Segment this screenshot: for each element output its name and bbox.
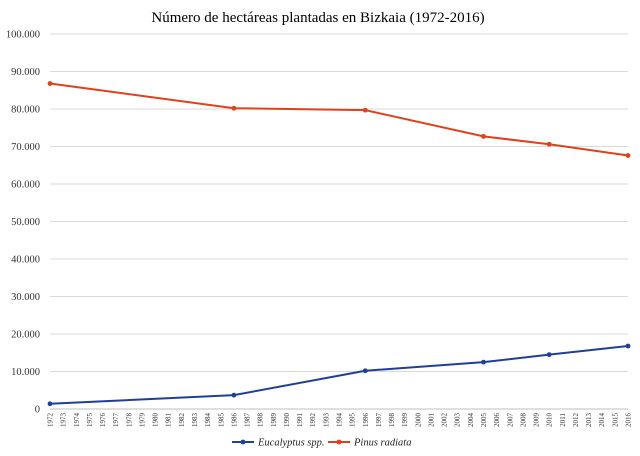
x-tick-label: 1989 — [270, 413, 278, 428]
x-tick-label: 2007 — [506, 413, 514, 428]
x-tick-label: 2008 — [519, 413, 527, 428]
y-tick-label: 0 — [35, 405, 40, 416]
x-tick-label: 1977 — [112, 413, 120, 428]
data-point — [481, 359, 486, 365]
legend-marker — [240, 439, 246, 445]
x-tick-label: 1978 — [125, 413, 133, 428]
series-line-pinus — [49, 82, 629, 157]
data-point — [47, 401, 53, 407]
data-point — [231, 105, 237, 111]
x-tick-label: 1993 — [322, 413, 330, 428]
series-lines — [47, 81, 631, 407]
x-tick-label: 1999 — [401, 413, 409, 428]
y-tick-label: 50.000 — [11, 217, 40, 228]
x-tick-label: 2015 — [611, 413, 619, 428]
y-tick-label: 80.000 — [11, 105, 40, 116]
y-tick-label: 40.000 — [11, 255, 40, 266]
x-tick-label: 1998 — [388, 413, 396, 428]
x-tick-label: 1981 — [165, 413, 173, 428]
x-tick-label: 2016 — [625, 413, 633, 428]
data-point — [546, 141, 552, 147]
x-tick-label: 1982 — [178, 413, 186, 428]
x-tick-label: 1990 — [283, 413, 291, 428]
x-tick-label: 2010 — [546, 413, 554, 428]
chart-title: Número de hectáreas plantadas en Bizkaia… — [151, 10, 484, 26]
x-tick-label: 2009 — [533, 413, 541, 428]
y-tick-label: 60.000 — [11, 180, 40, 191]
x-tick-label: 2013 — [585, 413, 593, 428]
series-line-eucalyptus — [49, 345, 629, 405]
x-tick-label: 1973 — [60, 413, 68, 428]
x-tick-label: 1979 — [138, 413, 146, 428]
y-tick-label: 10.000 — [11, 367, 40, 378]
data-point — [231, 392, 237, 398]
x-tick-label: 1974 — [73, 413, 81, 428]
data-point — [625, 153, 631, 158]
legend-label: Eucalyptus spp. — [257, 438, 325, 449]
x-tick-label: 1975 — [86, 413, 94, 428]
x-tick-label: 1984 — [204, 413, 212, 428]
x-tick-label: 2014 — [598, 413, 606, 428]
gridlines — [50, 33, 628, 410]
x-tick-label: 1996 — [362, 413, 370, 428]
x-tick-label: 1991 — [296, 413, 304, 428]
y-tick-label: 70.000 — [11, 142, 40, 153]
x-tick-label: 2006 — [493, 413, 501, 428]
x-tick-label: 2002 — [441, 413, 449, 428]
data-point — [481, 133, 486, 139]
x-tick-label: 1976 — [99, 413, 107, 428]
y-tick-label: 20.000 — [11, 330, 40, 341]
x-tick-label: 1995 — [349, 413, 357, 428]
x-tick-label: 2001 — [427, 413, 435, 428]
x-tick-label: 2000 — [414, 413, 422, 428]
x-tick-label: 2005 — [480, 413, 488, 428]
x-tick-label: 1972 — [47, 413, 55, 428]
data-point — [362, 107, 368, 113]
legend-marker — [336, 439, 342, 445]
x-axis-ticks: 1972 1973 1974 1975 1976 1977 1978 1979 1980 1981… — [47, 413, 633, 428]
x-tick-label: 1987 — [244, 413, 252, 428]
y-axis-ticks: 0 10.000 20.000 30.000 40.000 50.000 60.000 70.… — [6, 30, 40, 416]
x-tick-label: 2004 — [467, 413, 475, 428]
x-tick-label: 1980 — [152, 413, 160, 428]
x-tick-label: 1994 — [336, 413, 344, 428]
data-point — [362, 368, 368, 374]
x-tick-label: 1988 — [257, 413, 265, 428]
legend: Eucalyptus spp. Pinus radiata — [232, 438, 411, 449]
x-tick-label: 2003 — [454, 413, 462, 428]
y-tick-label: 90.000 — [11, 67, 40, 78]
data-point — [625, 343, 631, 349]
x-tick-label: 1997 — [375, 413, 383, 428]
x-tick-label: 1992 — [309, 413, 317, 428]
x-tick-label: 2012 — [572, 413, 580, 428]
y-tick-label: 100.000 — [6, 30, 40, 41]
data-point — [546, 352, 552, 358]
legend-label: Pinus radiata — [353, 438, 411, 449]
x-tick-label: 1983 — [191, 413, 199, 428]
data-point — [47, 81, 53, 86]
x-tick-label: 2011 — [559, 413, 567, 427]
x-tick-label: 1986 — [230, 413, 238, 428]
x-tick-label: 1985 — [217, 413, 225, 428]
y-tick-label: 30.000 — [11, 292, 40, 303]
